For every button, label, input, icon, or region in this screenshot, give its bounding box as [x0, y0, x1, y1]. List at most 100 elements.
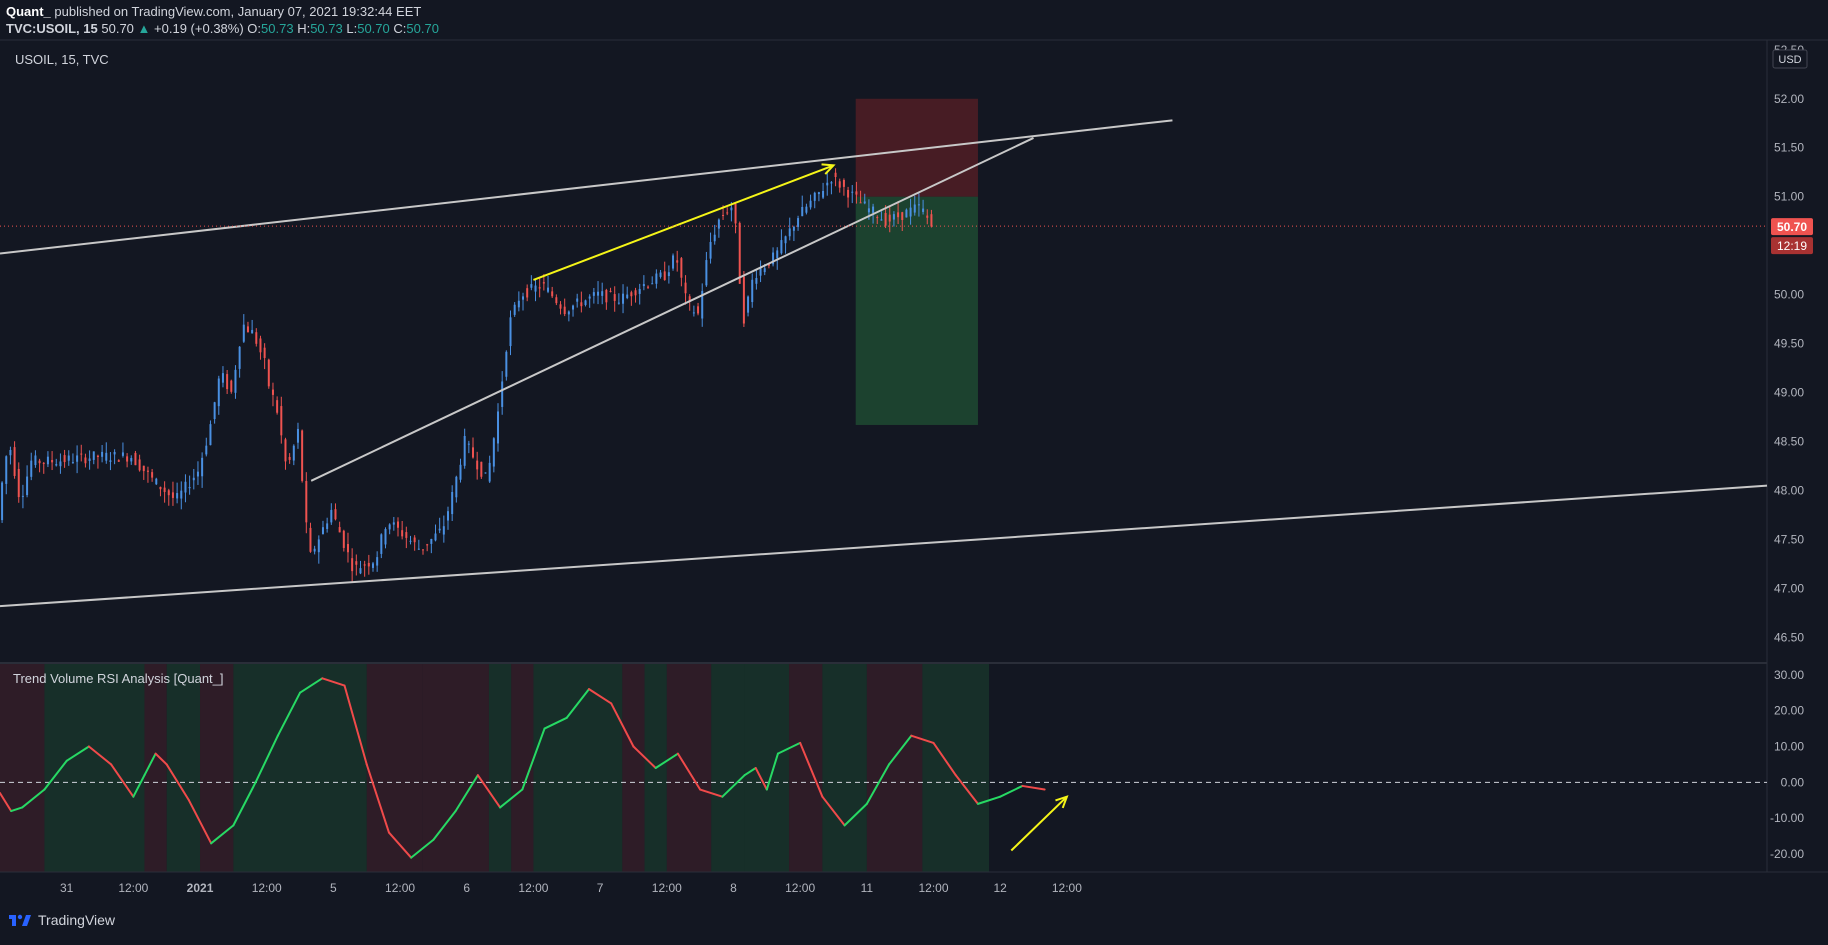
- countdown-label: 12:19: [1777, 239, 1807, 253]
- tradingview-brand: TradingView: [38, 912, 116, 928]
- candle-body: [417, 548, 420, 550]
- rsi-segment: [799, 741, 824, 798]
- candle-body: [701, 290, 704, 319]
- close-value: 50.70: [406, 21, 439, 36]
- rsi-segment: [476, 774, 502, 809]
- rsi-segment: [976, 795, 1002, 805]
- candle-body: [522, 296, 525, 300]
- candle-body: [534, 285, 537, 292]
- candle-body: [42, 462, 45, 464]
- candle-body: [509, 317, 512, 347]
- candle-body: [413, 537, 416, 543]
- price-tick-label: 51.50: [1774, 141, 1804, 155]
- candle-body: [809, 200, 812, 208]
- candle-body: [292, 445, 295, 461]
- candle-body: [530, 284, 533, 288]
- candle-body: [830, 182, 833, 184]
- candle-body: [513, 304, 516, 315]
- candle-body: [176, 493, 179, 499]
- candle-body: [776, 250, 779, 259]
- rsi-segment: [754, 767, 768, 791]
- indicator-band: [200, 664, 234, 872]
- candle-body: [572, 305, 575, 310]
- candle-body: [130, 457, 133, 462]
- candle-body: [401, 530, 404, 537]
- candle-body: [651, 283, 654, 285]
- rsi-segment: [543, 716, 568, 730]
- yellow-arrow[interactable]: [533, 164, 834, 281]
- candle-body: [355, 561, 358, 565]
- candle-body: [551, 291, 554, 297]
- candle-body: [817, 192, 820, 195]
- candle-body: [201, 457, 204, 477]
- candle-body: [822, 190, 825, 198]
- trendline[interactable]: [0, 484, 1768, 608]
- candle-body: [113, 451, 116, 455]
- rsi-segment: [110, 763, 135, 798]
- time-tick-label: 12:00: [385, 881, 415, 895]
- rsi-segment: [910, 734, 935, 744]
- candle-body: [555, 297, 558, 304]
- rsi-segment: [410, 838, 435, 859]
- candle-body: [267, 359, 270, 387]
- candle-body: [196, 471, 199, 477]
- candle-body: [497, 411, 500, 444]
- candle-body: [709, 241, 712, 259]
- tradingview-logo[interactable]: TradingView: [8, 912, 115, 928]
- price-tick-label: 47.00: [1774, 582, 1804, 596]
- candle-body: [205, 445, 208, 455]
- candle-body: [601, 291, 604, 296]
- candle-body: [842, 180, 845, 187]
- trendline[interactable]: [310, 137, 1034, 482]
- candle-body: [88, 458, 91, 462]
- indicator-band: [366, 664, 423, 872]
- rsi-segment: [954, 774, 979, 805]
- candle-body: [51, 459, 54, 463]
- last-price-tag[interactable]: [1771, 218, 1813, 236]
- candle-body: [459, 464, 462, 480]
- candle-body: [488, 462, 491, 482]
- rsi-segment: [165, 763, 190, 802]
- candle-body: [784, 236, 787, 244]
- candle-body: [630, 292, 633, 297]
- candle-body: [484, 472, 487, 474]
- candle-body: [234, 369, 237, 393]
- candle-body: [872, 206, 875, 213]
- price-tick-label: 51.00: [1774, 190, 1804, 204]
- candle-body: [634, 290, 637, 296]
- stop-loss-zone[interactable]: [855, 98, 978, 197]
- indicator-band: [44, 664, 145, 872]
- candle-body: [801, 206, 804, 217]
- candle-body: [584, 300, 587, 305]
- candle-body: [180, 490, 183, 499]
- author-name[interactable]: Quant_: [6, 4, 51, 19]
- candle-body: [71, 462, 74, 464]
- rsi-segment: [843, 802, 868, 827]
- trendline[interactable]: [0, 119, 1173, 255]
- take-profit-zone[interactable]: [855, 196, 978, 425]
- indicator-band: [0, 664, 45, 872]
- close-label: C:: [393, 21, 407, 36]
- candle-body: [213, 402, 216, 420]
- candle-body: [280, 406, 283, 436]
- rsi-segment: [0, 792, 13, 813]
- candle-body: [930, 214, 933, 227]
- indicator-yellow-arrow[interactable]: [1010, 795, 1068, 852]
- candle-body: [722, 214, 725, 216]
- time-tick-label: 2021: [187, 881, 214, 895]
- time-tick-label: 11: [861, 881, 874, 895]
- candle-body: [763, 268, 766, 273]
- candle-body: [59, 461, 62, 467]
- price-tick-label: 49.00: [1774, 386, 1804, 400]
- candle-body: [363, 564, 366, 566]
- candle-body: [838, 181, 841, 188]
- indicator-band: [144, 664, 167, 872]
- currency-badge[interactable]: [1772, 49, 1808, 69]
- countdown-tag: [1771, 237, 1813, 255]
- candle-body: [742, 276, 745, 324]
- candle-body: [538, 287, 541, 289]
- candle-body: [813, 192, 816, 201]
- rsi-segment: [132, 774, 146, 798]
